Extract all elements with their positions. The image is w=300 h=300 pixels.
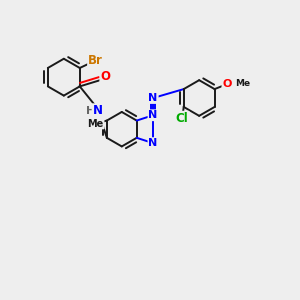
Text: N: N — [148, 110, 158, 120]
Text: Me: Me — [87, 118, 104, 128]
Text: H: H — [86, 106, 95, 116]
Text: Cl: Cl — [176, 112, 189, 125]
Text: O: O — [222, 79, 232, 89]
Text: Me: Me — [236, 79, 250, 88]
Text: N: N — [148, 138, 158, 148]
Text: Br: Br — [88, 54, 103, 67]
Text: N: N — [93, 104, 103, 117]
Text: O: O — [100, 70, 110, 83]
Text: N: N — [148, 93, 158, 103]
